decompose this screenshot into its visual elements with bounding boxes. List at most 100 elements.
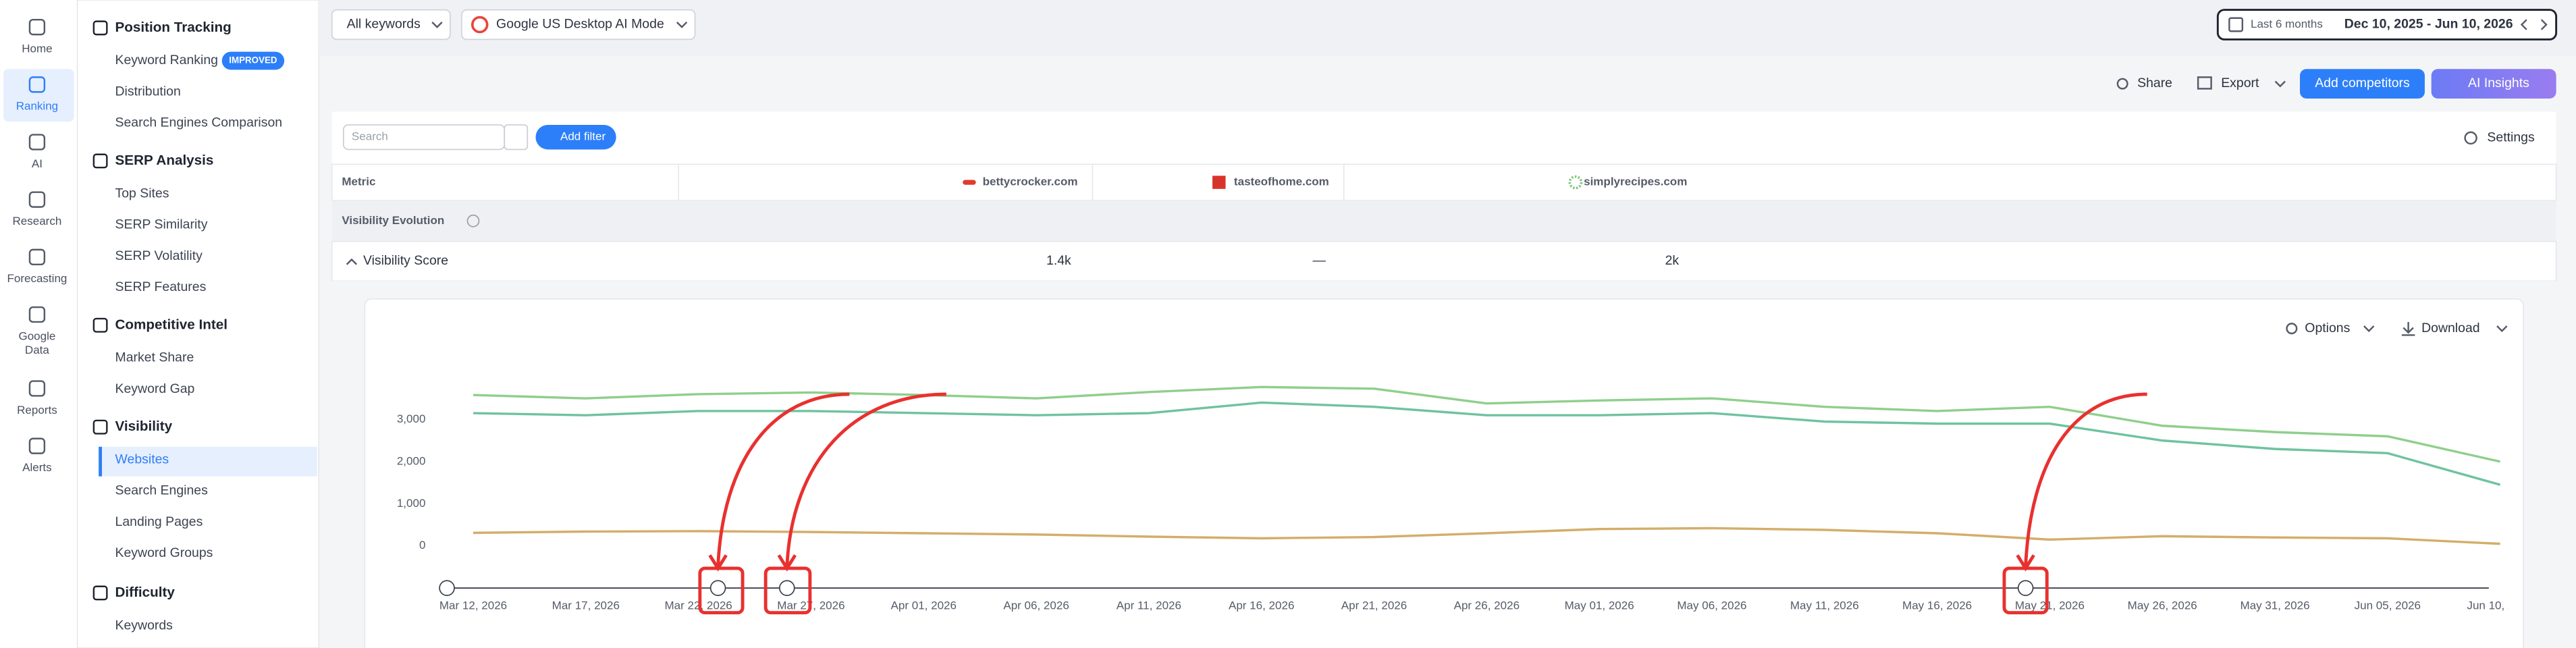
- search-placeholder: Search: [352, 130, 388, 143]
- add-filter-label: Add filter: [560, 130, 606, 143]
- cell: 1.4k: [1046, 253, 1071, 268]
- chevron: [2496, 325, 2508, 333]
- menu-active: [99, 446, 317, 477]
- x-tick-label: May 06, 2026: [1677, 599, 1746, 612]
- th-site: bettycrocker.com: [983, 176, 1078, 188]
- x-tick-label: May 31, 2026: [2240, 599, 2309, 612]
- nav-icon: [28, 306, 46, 323]
- menu-item[interactable]: Search Engines: [115, 483, 209, 498]
- series-line: [473, 526, 2500, 545]
- favicon: [963, 180, 976, 185]
- favicon: [1212, 176, 1226, 189]
- export[interactable]: Export: [2221, 76, 2259, 90]
- add-filter-button[interactable]: [535, 124, 616, 150]
- section-title: Position Tracking: [115, 20, 232, 35]
- th-site: tasteofhome.com: [1234, 176, 1329, 188]
- engine-select[interactable]: [461, 9, 696, 40]
- section-title: Difficulty: [115, 585, 176, 600]
- nav-label[interactable]: Home: [22, 43, 52, 55]
- nav-label[interactable]: Forecasting: [7, 272, 67, 285]
- favicon: [1568, 175, 1583, 190]
- ai-insights-label: AI Insights: [2468, 76, 2529, 90]
- x-tick-label: Jun 05, 2026: [2355, 599, 2421, 612]
- event-marker[interactable]: [2017, 580, 2034, 596]
- keywords-select[interactable]: [331, 9, 451, 40]
- settings[interactable]: Settings: [2487, 130, 2535, 145]
- arrow: [785, 392, 946, 567]
- nav-label[interactable]: Research: [13, 215, 62, 227]
- chevron: [2363, 325, 2375, 333]
- arrow: [2024, 392, 2147, 567]
- nav-label[interactable]: Alerts: [22, 461, 52, 474]
- nav-label[interactable]: Data: [25, 344, 49, 356]
- section-title: SERP Analysis: [115, 153, 214, 168]
- badge: [221, 51, 285, 70]
- options[interactable]: Options: [2305, 321, 2350, 335]
- section-icon: [92, 20, 108, 36]
- menu-item[interactable]: Keyword Groups: [115, 545, 213, 560]
- nav-label[interactable]: Ranking: [16, 100, 58, 113]
- event-marker[interactable]: [778, 580, 795, 596]
- ai-insights-button[interactable]: [2431, 69, 2556, 99]
- chart-card: [364, 298, 2524, 648]
- cell: 2k: [1665, 253, 1680, 268]
- date-range[interactable]: [2216, 9, 2558, 40]
- section-icon: [92, 585, 108, 601]
- x-tick-label: Apr 16, 2026: [1229, 599, 1294, 612]
- y-tick-label: 0: [419, 539, 425, 551]
- menu-item[interactable]: SERP Features: [115, 279, 207, 294]
- y-tick-label: 2,000: [397, 454, 426, 467]
- x-tick-label: May 26, 2026: [2128, 599, 2197, 612]
- nav-icon: [28, 248, 46, 266]
- options-icon: [2286, 323, 2298, 335]
- chart: 0 1,000 2,000 3,000 Mar 12, 2026 Mar 17, 2026…: [397, 385, 2508, 612]
- event-marker[interactable]: [439, 580, 455, 596]
- menu-item[interactable]: SERP Volatility: [115, 248, 203, 263]
- menu-item[interactable]: Keyword Ranking: [115, 53, 218, 68]
- x-tick-label: Apr 01, 2026: [891, 599, 957, 612]
- range-arrows[interactable]: [2520, 19, 2548, 30]
- event-marker[interactable]: [709, 580, 726, 596]
- series-line: [473, 401, 2501, 486]
- table-row: [331, 240, 2557, 281]
- nav-label[interactable]: Reports: [17, 404, 57, 416]
- side-menu: [76, 0, 319, 648]
- menu-item[interactable]: Websites: [115, 452, 169, 467]
- section-title: Visibility Evolution: [342, 214, 444, 227]
- download[interactable]: Download: [2421, 321, 2480, 335]
- engine-select-label: Google US Desktop AI Mode: [496, 17, 664, 32]
- add-competitors-button[interactable]: [2300, 69, 2425, 99]
- menu-item[interactable]: Keyword Gap: [115, 381, 195, 396]
- menu: Position Tracking Keyword Ranking IMPROVED…: [92, 20, 285, 632]
- nav-active: [3, 69, 74, 122]
- th-metric: Metric: [342, 176, 375, 188]
- x-tick-label: May 11, 2026: [1790, 599, 1859, 612]
- nav-icon: [28, 134, 46, 151]
- chevron: [2274, 80, 2286, 88]
- menu-item[interactable]: Keywords: [115, 618, 173, 632]
- share-icon: [2116, 78, 2128, 90]
- x-tick-label: May 01, 2026: [1565, 599, 1634, 612]
- nav-label[interactable]: Google: [18, 329, 55, 342]
- menu-item[interactable]: Market Share: [115, 350, 194, 365]
- settings-icon: [2464, 131, 2477, 145]
- google-icon: [471, 16, 489, 34]
- menu-item[interactable]: Search Engines Comparison: [115, 115, 283, 130]
- list-toggle[interactable]: [504, 124, 529, 151]
- menu-item[interactable]: Top Sites: [115, 186, 169, 200]
- collapse-icon[interactable]: [346, 258, 358, 265]
- x-tick-label: May 16, 2026: [1902, 599, 1972, 612]
- x-tick-label: Mar 12, 2026: [439, 599, 507, 612]
- nav-label[interactable]: AI: [32, 157, 43, 170]
- nav-icon: [28, 18, 46, 36]
- share[interactable]: Share: [2137, 76, 2172, 90]
- period: Last 6 months: [2251, 18, 2323, 30]
- menu-item[interactable]: Landing Pages: [115, 514, 203, 529]
- chevron: [676, 21, 688, 28]
- menu-active-bar: [99, 446, 103, 477]
- highlight-box: [698, 566, 745, 615]
- menu-item[interactable]: SERP Similarity: [115, 217, 208, 232]
- menu-item[interactable]: Distribution: [115, 84, 181, 99]
